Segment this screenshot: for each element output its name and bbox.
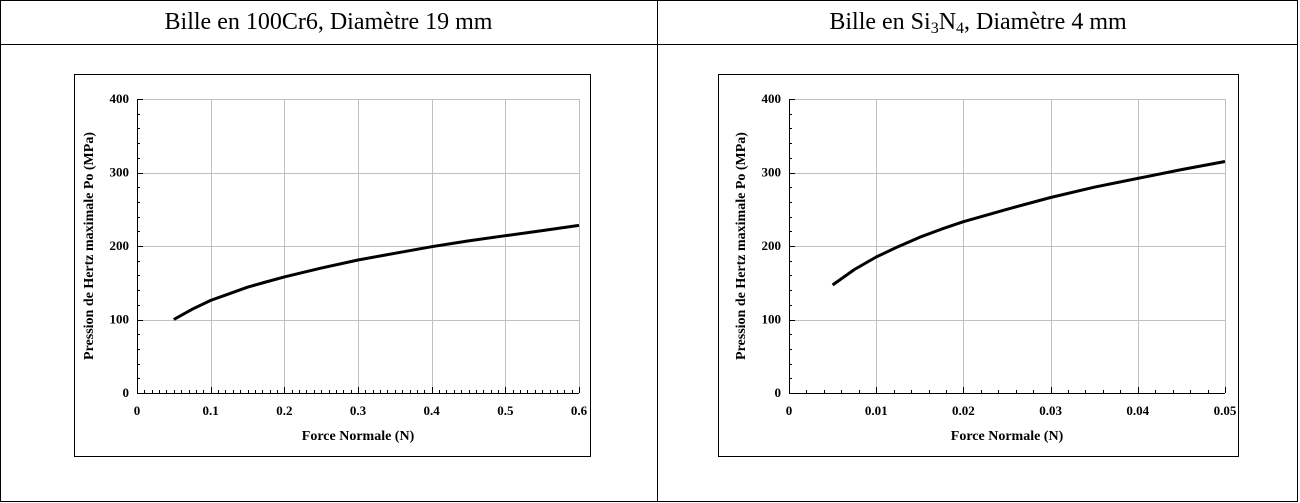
x-tick-label: 0.02: [952, 403, 975, 418]
y-tick-label: 200: [762, 238, 782, 253]
panel-title-right-mid: N: [938, 9, 957, 35]
series-line: [831, 160, 1226, 287]
panel-title-left-text: Bille en 100Cr6, Diamètre 19 mm: [164, 9, 493, 35]
y-axis-title: Pression de Hertz maximale Po (MPa): [734, 132, 749, 360]
y-tick-label: 300: [110, 165, 130, 180]
panel-title-right-sub1: 3: [930, 20, 939, 37]
panel-title-right-post: , Diamètre 4 mm: [964, 9, 1127, 35]
x-tick-label: 0.05: [1214, 403, 1237, 418]
y-tick-label: 100: [762, 312, 782, 327]
panel-title-right: Bille en Si3N4, Diamètre 4 mm: [658, 0, 1298, 44]
x-axis-title: Force Normale (N): [951, 429, 1064, 444]
y-tick-label: 400: [110, 91, 130, 106]
x-tick-label: 0.4: [424, 403, 441, 418]
column-divider: [657, 0, 658, 502]
x-tick-label: 0.04: [1126, 403, 1149, 418]
y-tick-label: 100: [110, 312, 130, 327]
panel-title-left: Bille en 100Cr6, Diamètre 19 mm: [0, 0, 657, 44]
panel-title-right-pre: Bille en Si: [829, 9, 931, 35]
x-tick-label: 0.3: [350, 403, 367, 418]
x-tick-label: 0.03: [1039, 403, 1062, 418]
panel-title-right-sub2: 4: [956, 20, 965, 37]
y-tick-label: 400: [762, 91, 782, 106]
x-tick-label: 0.1: [203, 403, 219, 418]
x-tick-label: 0: [134, 403, 141, 418]
x-tick-label: 0.6: [571, 403, 588, 418]
chart-frame: [718, 74, 1239, 457]
header-divider: [0, 44, 1298, 45]
x-axis-title: Force Normale (N): [302, 429, 415, 444]
x-tick-label: 0.01: [865, 403, 888, 418]
y-axis-title: Pression de Hertz maximale Po (MPa): [82, 132, 97, 360]
x-tick-label: 0.5: [497, 403, 514, 418]
series-line: [173, 223, 580, 321]
x-tick-label: 0: [786, 403, 793, 418]
y-tick-label: 0: [775, 385, 782, 400]
y-tick-label: 0: [123, 385, 130, 400]
y-tick-label: 300: [762, 165, 782, 180]
y-tick-label: 200: [110, 238, 130, 253]
x-tick-label: 0.2: [276, 403, 292, 418]
